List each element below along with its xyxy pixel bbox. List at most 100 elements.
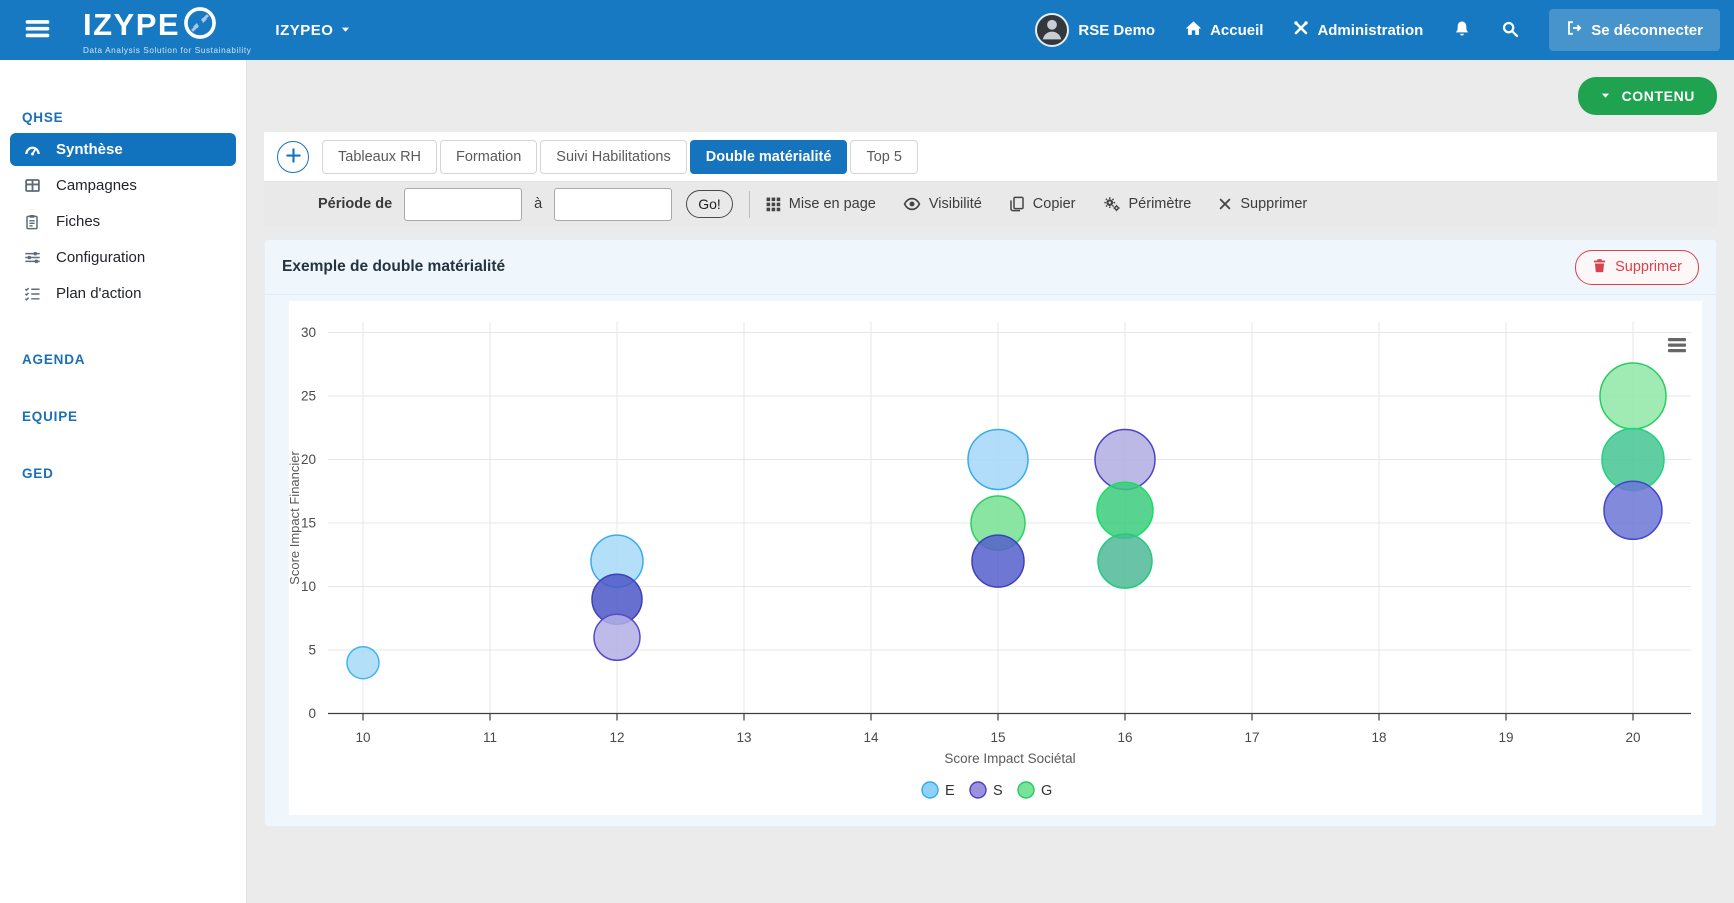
legend-label: G — [1041, 783, 1052, 799]
workspace-selector[interactable]: IZYPEO — [275, 22, 351, 39]
add-tab-button[interactable] — [277, 141, 309, 173]
nav-administration-label: Administration — [1317, 22, 1423, 39]
sidebar-item-synth-se[interactable]: Synthèse — [10, 133, 236, 166]
person-icon — [1039, 15, 1065, 45]
toolbar-action-mise-en-page[interactable]: Mise en page — [766, 196, 876, 212]
legend-item-s[interactable]: S — [970, 782, 1003, 799]
legend-item-e[interactable]: E — [922, 782, 955, 799]
tab-tableaux-rh[interactable]: Tableaux RH — [322, 140, 437, 174]
gauge-icon — [23, 141, 41, 158]
bell-icon — [1453, 20, 1471, 41]
plus-icon — [285, 147, 302, 167]
go-button[interactable]: Go! — [686, 190, 733, 218]
toolbar-action-label: Périmètre — [1129, 196, 1192, 212]
chart-context-menu-icon[interactable] — [1668, 338, 1686, 352]
widget-delete-button[interactable]: Supprimer — [1575, 250, 1699, 285]
toolbar-action-visibilit[interactable]: Visibilité — [903, 195, 982, 213]
nav-accueil[interactable]: Accueil — [1185, 20, 1263, 41]
gears-icon — [1103, 195, 1121, 213]
brand-logo[interactable]: IZYPE Data Analysis Solution for Sustain… — [83, 5, 251, 55]
bubble-s-20-16[interactable] — [1604, 481, 1662, 539]
x-tick-label: 11 — [483, 730, 497, 745]
search-button[interactable] — [1501, 20, 1519, 41]
sidebar-section-title-ged[interactable]: GED — [0, 466, 246, 481]
workspace-label: IZYPEO — [275, 22, 333, 39]
tab-top-5[interactable]: Top 5 — [850, 140, 917, 174]
caret-down-icon — [1600, 88, 1611, 104]
grid-icon — [766, 197, 781, 212]
sidebar-section-agenda: AGENDA — [0, 352, 246, 367]
y-axis-title: Score Impact Financier — [289, 451, 302, 585]
toolbar-action-supprimer[interactable]: Supprimer — [1218, 196, 1307, 212]
sidebar-item-label: Synthèse — [56, 141, 123, 158]
bubble-g-16-12[interactable] — [1098, 534, 1152, 588]
legend-label: E — [945, 783, 955, 799]
contenu-label: CONTENU — [1622, 88, 1695, 104]
nav-accueil-label: Accueil — [1210, 22, 1263, 39]
user-name: RSE Demo — [1078, 22, 1155, 39]
tab-formation[interactable]: Formation — [440, 140, 537, 174]
user-menu[interactable]: RSE Demo — [1035, 13, 1155, 47]
bubble-g-20-25[interactable] — [1600, 363, 1666, 429]
period-to-input[interactable] — [554, 188, 672, 221]
sidebar-item-campagnes[interactable]: Campagnes — [10, 169, 236, 202]
bubble-s-16-20[interactable] — [1095, 430, 1155, 490]
legend-item-g[interactable]: G — [1018, 782, 1052, 799]
sidebar-section-title-equipe[interactable]: EQUIPE — [0, 409, 246, 424]
x-icon — [1218, 197, 1232, 211]
bubble-e-15-20[interactable] — [968, 430, 1028, 490]
sidebar-item-fiches[interactable]: Fiches — [10, 205, 236, 238]
sidebar-section-title-qhse[interactable]: QHSE — [0, 110, 246, 125]
sidebar-item-label: Fiches — [56, 213, 100, 230]
sliders-icon — [23, 249, 41, 266]
brand-tagline: Data Analysis Solution for Sustainabilit… — [83, 47, 251, 55]
x-tick-label: 13 — [736, 730, 751, 745]
logout-icon — [1566, 20, 1582, 40]
tools-icon — [1293, 20, 1309, 40]
y-tick-label: 30 — [301, 325, 316, 340]
sidebar-item-label: Plan d'action — [56, 285, 141, 302]
clipboard-icon — [23, 214, 41, 230]
bubble-e-10-4[interactable] — [347, 647, 379, 679]
toolbar-action-p-rim-tre[interactable]: Périmètre — [1103, 195, 1192, 213]
sidebar-section-qhse: QHSE Synthèse Campagnes Fiches Configuration… — [0, 110, 246, 310]
logout-label: Se déconnecter — [1591, 22, 1703, 39]
widget-card-header: Exemple de double matérialité Supprimer — [265, 240, 1716, 295]
contenu-button[interactable]: CONTENU — [1578, 77, 1717, 115]
period-from-input[interactable] — [404, 188, 522, 221]
bubble-s-12-6[interactable] — [594, 614, 640, 660]
sidebar-item-plan-d-action[interactable]: Plan d'action — [10, 277, 236, 310]
content-header-row: CONTENU — [264, 60, 1717, 132]
widget-card: Exemple de double matérialité Supprimer … — [264, 239, 1717, 827]
bubble-g-16-16[interactable] — [1097, 482, 1153, 538]
toolbar-action-copier[interactable]: Copier — [1009, 196, 1076, 212]
notifications-button[interactable] — [1453, 20, 1471, 41]
logout-button[interactable]: Se déconnecter — [1549, 9, 1720, 51]
trash-icon — [1592, 258, 1607, 277]
menu-toggle-button[interactable] — [24, 15, 51, 45]
toolbar-divider — [749, 191, 750, 218]
logo-icon — [182, 5, 218, 45]
sidebar-section-equipe: EQUIPE — [0, 409, 246, 424]
tab-double-mat-rialit[interactable]: Double matérialité — [690, 140, 848, 174]
tabs: Tableaux RHFormationSuivi HabilitationsD… — [322, 140, 918, 174]
tab-suivi-habilitations[interactable]: Suivi Habilitations — [540, 140, 686, 174]
widget-title: Exemple de double matérialité — [282, 258, 505, 276]
period-label: Période de — [318, 196, 392, 212]
toolbar-action-label: Mise en page — [789, 196, 876, 212]
y-tick-label: 20 — [301, 452, 316, 467]
chart-bubbles — [347, 363, 1666, 679]
nav-administration[interactable]: Administration — [1293, 20, 1423, 40]
chart-legend: ES G — [922, 782, 1052, 799]
search-icon — [1501, 20, 1519, 41]
sidebar-item-configuration[interactable]: Configuration — [10, 241, 236, 274]
toolbar-action-label: Visibilité — [929, 196, 982, 212]
sidebar-item-label: Campagnes — [56, 177, 137, 194]
bubble-s-15-12[interactable] — [972, 535, 1024, 587]
y-tick-label: 25 — [301, 389, 316, 404]
table-icon — [23, 177, 41, 194]
eye-icon — [903, 195, 921, 213]
sidebar-section-title-agenda[interactable]: AGENDA — [0, 352, 246, 367]
x-tick-label: 20 — [1625, 730, 1640, 745]
toolbar-action-label: Supprimer — [1240, 196, 1307, 212]
